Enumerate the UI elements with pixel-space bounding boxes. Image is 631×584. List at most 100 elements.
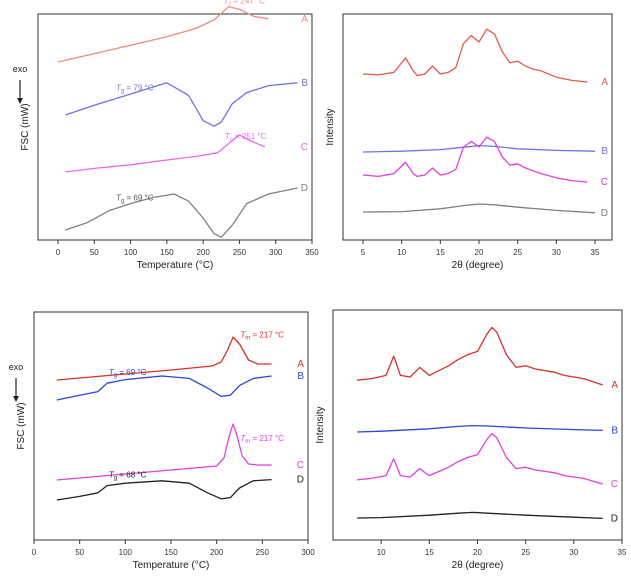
- annotation-value: = 68 °C: [117, 470, 146, 479]
- exo-arrow-head: [17, 98, 23, 104]
- x-tick-label: 250: [233, 248, 247, 257]
- annotation: Tc = 247 °C: [223, 0, 265, 7]
- x-tick-label: 5: [361, 248, 366, 257]
- x-tick-label: 250: [256, 548, 270, 557]
- series-label-D: D: [611, 513, 618, 524]
- series-line-C: [65, 134, 266, 173]
- annotation-subscript: m: [245, 439, 250, 445]
- annotation-symbol: T: [240, 434, 246, 443]
- series-label-A: A: [301, 14, 308, 25]
- annotation-symbol: T: [109, 470, 115, 479]
- x-tick-label: 15: [425, 548, 434, 557]
- series-line-A: [362, 28, 588, 83]
- series-line-B: [357, 424, 603, 433]
- x-tick-label: 25: [513, 248, 522, 257]
- chart-bottom-right: 10 15 20 25 30 35 2θ (degree) Intensity A B C D: [315, 309, 627, 571]
- annotation-subscript: g: [121, 198, 124, 204]
- x-tick-label: 25: [521, 548, 530, 557]
- plot-frame: [342, 13, 613, 241]
- x-tick-label: 50: [75, 548, 84, 557]
- series-line-A: [56, 336, 272, 381]
- x-tick-label: 150: [160, 248, 174, 257]
- series-line-D: [65, 187, 298, 238]
- series-line-B: [65, 82, 298, 127]
- series-label-B: B: [297, 371, 304, 382]
- series-line-A: [357, 326, 603, 386]
- series-label-C: C: [611, 479, 618, 490]
- annotation-value: = 217 °C: [250, 331, 284, 340]
- annotation: Tg = 69 °C: [116, 193, 154, 204]
- x-tick-label: 300: [301, 548, 315, 557]
- x-tick-label: 350: [305, 248, 319, 257]
- exo-label: exo: [9, 362, 24, 372]
- x-tick-label: 50: [90, 248, 99, 257]
- x-tick-label: 20: [473, 548, 482, 557]
- annotation-symbol: T: [116, 193, 122, 202]
- annotation-value: = 247 °C: [231, 0, 265, 5]
- series-label-D: D: [297, 475, 304, 486]
- x-axis-label: Temperature (°C): [137, 260, 214, 271]
- series-label-B: B: [611, 425, 618, 436]
- series-label-C: C: [301, 142, 308, 153]
- annotation-subscript: c: [228, 1, 231, 7]
- annotation-value: = 217 °C: [250, 434, 284, 443]
- exo-label: exo: [13, 64, 28, 74]
- series-label-A: A: [611, 380, 618, 391]
- x-tick-label: 10: [377, 548, 386, 557]
- chart-bottom-left: 0 50 100 150 200 250 300 Temperature (°C) FSC (m…: [9, 311, 315, 571]
- x-axis-label: Temperature (°C): [133, 560, 210, 571]
- annotation-value: = 69 °C: [124, 193, 153, 202]
- annotation-symbol: T: [116, 83, 122, 92]
- series-label-C: C: [601, 177, 608, 188]
- x-tick-label: 0: [32, 548, 37, 557]
- series-label-A: A: [297, 359, 304, 370]
- x-tick-label: 0: [56, 248, 61, 257]
- annotation-subscript: m: [245, 336, 250, 342]
- y-axis-label: FSC (mW): [20, 103, 31, 150]
- plot-frame: [332, 309, 623, 541]
- series-line-D: [56, 478, 272, 501]
- series-line-D: [357, 511, 603, 520]
- annotation-symbol: T: [225, 132, 231, 141]
- x-tick-label: 20: [475, 248, 484, 257]
- y-axis-label: Intensity: [315, 406, 326, 443]
- x-tick-label: 100: [124, 248, 138, 257]
- series-label-D: D: [601, 208, 608, 219]
- annotation-subscript: g: [121, 88, 124, 94]
- series-label-A: A: [601, 77, 608, 88]
- series-label-C: C: [297, 460, 304, 471]
- x-axis-label: 2θ (degree): [452, 260, 504, 271]
- chart-top-right: 5 10 15 20 25 30 35 2θ (degree) Intensity A B C D: [325, 13, 613, 271]
- x-tick-label: 300: [269, 248, 283, 257]
- x-tick-label: 35: [618, 548, 627, 557]
- series-line-C: [357, 432, 603, 485]
- annotation-subscript: c: [230, 137, 233, 143]
- annotation-value: = 79 °C: [124, 83, 153, 92]
- chart-top-left: 0 50 100 150 200 250 300 350 Temperature (°C) FSC…: [13, 0, 319, 271]
- series-label-D: D: [301, 183, 308, 194]
- annotation: Tg = 79 °C: [116, 83, 154, 94]
- x-tick-label: 150: [164, 548, 178, 557]
- x-tick-label: 15: [436, 248, 445, 257]
- annotation-value: = 251 °C: [233, 132, 267, 141]
- x-tick-label: 200: [196, 248, 210, 257]
- annotation: Tg = 68 °C: [109, 470, 147, 481]
- plot-frame: [33, 311, 309, 541]
- annotation-symbol: T: [109, 368, 115, 377]
- exo-arrow-head: [13, 396, 19, 402]
- annotation: Tm = 217 °C: [240, 331, 284, 342]
- x-tick-label: 30: [552, 248, 561, 257]
- series-line-D: [362, 203, 596, 214]
- annotation-symbol: T: [240, 331, 246, 340]
- series-line-C: [362, 136, 588, 183]
- series-label-B: B: [301, 78, 308, 89]
- annotation-subscript: g: [114, 475, 117, 481]
- series-line-A: [57, 6, 269, 63]
- annotation: Tm = 217 °C: [240, 434, 284, 445]
- annotation-value: = 69 °C: [117, 368, 146, 377]
- series-line-B: [362, 144, 596, 153]
- x-tick-label: 35: [591, 248, 600, 257]
- x-tick-label: 30: [569, 548, 578, 557]
- y-axis-label: FSC (mW): [16, 402, 27, 449]
